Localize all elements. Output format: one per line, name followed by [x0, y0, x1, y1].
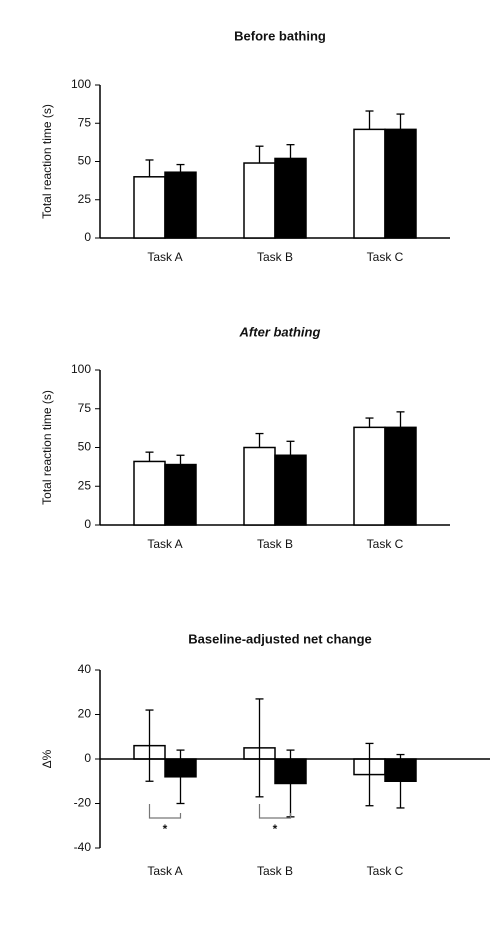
significance-bracket — [258, 804, 292, 819]
error-bar — [365, 742, 374, 807]
x-tick-label: Task C — [367, 864, 404, 878]
bar — [133, 460, 166, 526]
error-bar — [145, 709, 154, 782]
x-tick-label: Task B — [257, 537, 293, 551]
error-bar — [176, 454, 185, 465]
x-tick-label: Task B — [257, 250, 293, 264]
error-bar — [145, 451, 154, 462]
bar — [243, 162, 276, 239]
bar — [353, 128, 386, 239]
bar — [164, 171, 197, 239]
error-bar — [255, 698, 264, 798]
x-tick-label: Task A — [147, 537, 182, 551]
y-tick-label: 25 — [78, 192, 92, 206]
error-bar — [286, 440, 295, 456]
y-tick-label: -40 — [74, 840, 92, 854]
y-tick-label: 20 — [78, 707, 92, 721]
bar — [353, 426, 386, 526]
y-tick-label: 50 — [78, 440, 92, 454]
error-bar — [365, 110, 374, 130]
y-tick-label: 40 — [78, 662, 92, 676]
y-tick-label: 75 — [78, 115, 92, 129]
bar — [274, 157, 307, 239]
y-tick-label: 0 — [84, 751, 91, 765]
bar — [384, 128, 417, 239]
y-tick-label: 25 — [78, 478, 92, 492]
x-tick-label: Task C — [367, 250, 404, 264]
error-bar — [365, 417, 374, 428]
y-tick-label: 50 — [78, 154, 92, 168]
y-tick-label: 0 — [84, 517, 91, 531]
error-bar — [145, 159, 154, 177]
error-bar — [176, 163, 185, 173]
y-tick-label: 75 — [78, 401, 92, 415]
error-bar — [396, 113, 405, 130]
x-tick-label: Task C — [367, 537, 404, 551]
y-tick-label: 100 — [71, 362, 91, 376]
chart-title: Baseline-adjusted net change — [188, 631, 372, 646]
significance-marker: * — [273, 822, 278, 836]
bar — [133, 176, 166, 239]
error-bar — [396, 753, 405, 809]
error-bar — [255, 145, 264, 164]
chart-title: After bathing — [239, 324, 321, 339]
error-bar — [286, 144, 295, 159]
error-bar — [255, 432, 264, 448]
chart-title: Before bathing — [234, 28, 326, 43]
y-axis-label: Δ% — [40, 749, 54, 768]
x-tick-label: Task B — [257, 864, 293, 878]
bar — [384, 426, 417, 526]
y-axis-label: Total reaction time (s) — [40, 390, 54, 505]
bar — [164, 463, 197, 526]
bar — [274, 454, 307, 526]
bar — [243, 446, 276, 526]
y-tick-label: -20 — [74, 796, 92, 810]
error-bar — [396, 411, 405, 428]
y-tick-label: 0 — [84, 230, 91, 244]
error-bar — [176, 749, 185, 805]
y-axis-label: Total reaction time (s) — [40, 104, 54, 219]
significance-marker: * — [163, 822, 168, 836]
x-tick-label: Task A — [147, 250, 182, 264]
y-tick-label: 100 — [71, 77, 91, 91]
significance-bracket — [148, 804, 182, 819]
x-tick-label: Task A — [147, 864, 182, 878]
